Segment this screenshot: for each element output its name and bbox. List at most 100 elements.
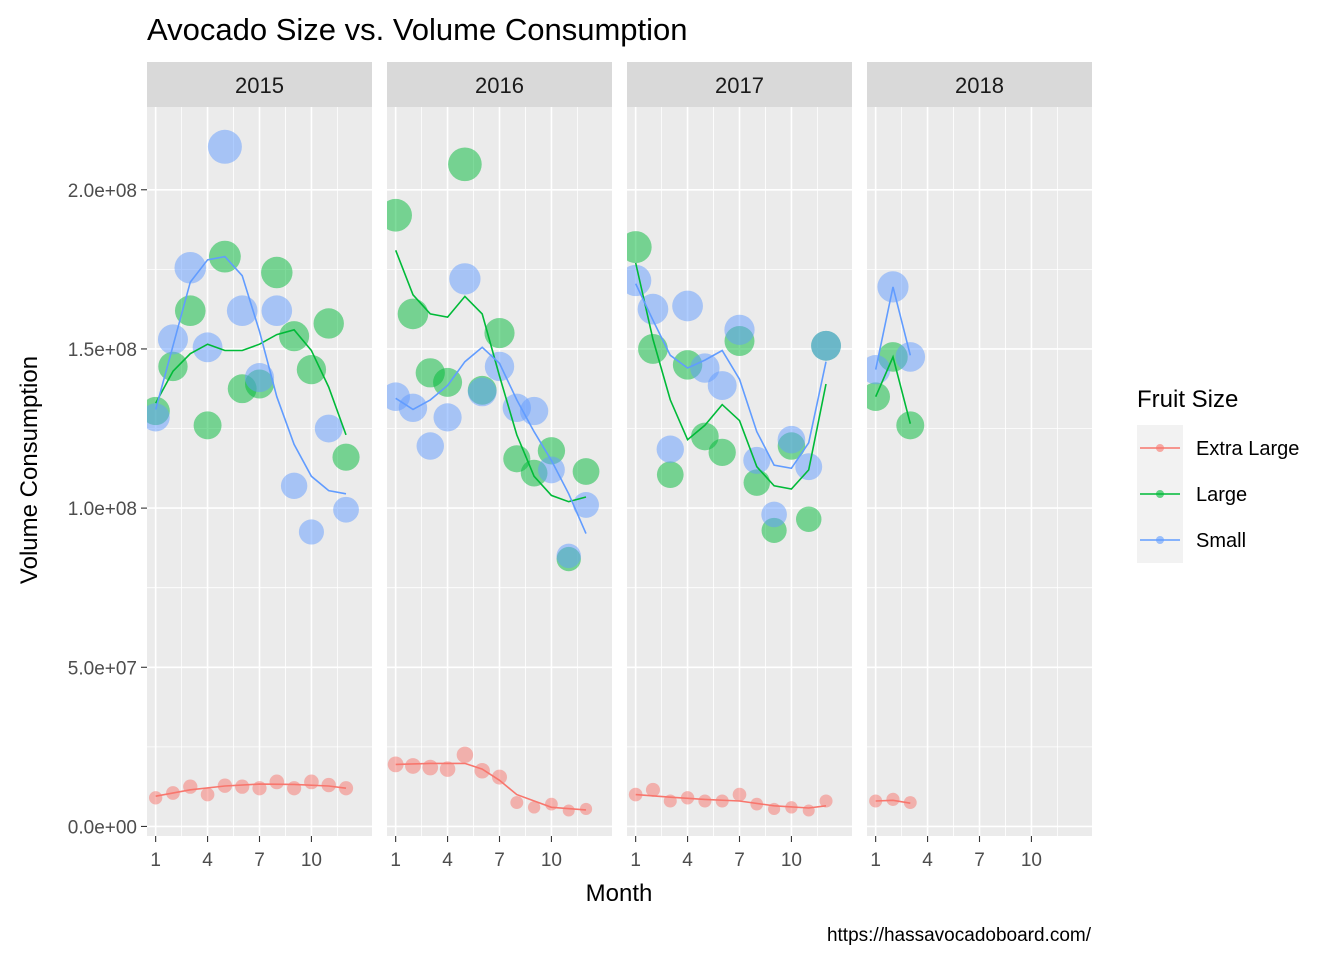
x-tick-label: 10	[541, 850, 562, 871]
data-point-extra-large	[698, 794, 712, 808]
data-point-small	[244, 363, 275, 393]
x-tick-label: 7	[254, 850, 265, 871]
data-point-extra-large	[562, 804, 575, 817]
panel-marks	[867, 271, 926, 810]
data-point-small	[724, 314, 755, 345]
facet-panels: 2015 2016 2017 2018	[147, 62, 1092, 836]
legend-key-point	[1156, 536, 1164, 544]
legend-key-point	[1156, 444, 1164, 452]
data-point-extra-large	[321, 777, 336, 793]
data-point-extra-large	[422, 759, 439, 776]
x-tick-label: 1	[870, 850, 881, 871]
data-point-small	[743, 446, 771, 474]
data-point-extra-large	[869, 794, 883, 808]
data-point-small	[895, 342, 926, 372]
x-tick-label: 10	[1021, 850, 1042, 871]
y-tick-label: 1.0e+08	[68, 499, 137, 520]
data-point-small	[467, 377, 497, 407]
y-tick-label: 2.0e+08	[68, 181, 137, 202]
x-tick-label: 1	[150, 850, 161, 871]
smooth-line-small	[154, 255, 347, 495]
data-point-small	[519, 396, 549, 426]
data-point-extra-large	[886, 792, 900, 806]
data-point-extra-large	[628, 787, 643, 802]
data-point-small	[761, 501, 787, 528]
data-point-small	[416, 432, 444, 460]
y-tick-label: 0.0e+00	[68, 817, 137, 838]
smooth-line-large	[154, 328, 347, 436]
data-point-large	[261, 256, 293, 289]
panel-marks	[387, 147, 600, 817]
data-point-extra-large	[235, 779, 250, 794]
x-tick-label: 4	[922, 850, 933, 871]
data-point-small	[707, 371, 737, 401]
data-point-extra-large	[474, 763, 490, 779]
data-point-small	[398, 393, 428, 423]
data-point-small	[207, 129, 242, 164]
smooth-line-large	[874, 354, 912, 424]
x-axis-title: Month	[586, 880, 653, 907]
data-point-large	[158, 351, 188, 382]
data-point-small	[777, 425, 806, 454]
data-point-extra-large	[802, 804, 815, 817]
data-point-large	[174, 295, 206, 327]
data-point-extra-large	[510, 796, 524, 810]
data-point-large	[313, 308, 344, 339]
legend-item-large: Large	[1137, 471, 1247, 517]
data-point-extra-large	[545, 797, 558, 811]
smooth-line-extra-large	[395, 762, 587, 811]
data-point-small	[656, 435, 684, 463]
smooth-line-extra-large	[635, 793, 827, 809]
data-point-small	[147, 403, 170, 432]
y-tick-label: 1.5e+08	[68, 340, 137, 361]
x-axis: 1 4 7 10 1 4 7 10 1 4 7 10 1 4 7 10	[150, 836, 1042, 871]
smooth-line-large	[634, 262, 827, 490]
data-point-large	[896, 411, 925, 440]
data-point-extra-large	[645, 782, 660, 797]
facet-strip	[387, 62, 612, 107]
x-tick-label: 7	[734, 850, 745, 871]
legend-label: Small	[1196, 530, 1246, 552]
data-point-small	[280, 472, 308, 500]
facet-panel-2015: 2015	[147, 62, 372, 836]
data-point-large	[387, 198, 412, 232]
data-point-large	[656, 461, 684, 489]
data-point-extra-large	[338, 781, 354, 796]
smooth-line-extra-large	[875, 799, 911, 804]
caption: https://hassavocadoboard.com/	[827, 925, 1092, 946]
data-point-large	[867, 382, 890, 412]
data-point-large	[795, 506, 822, 532]
data-point-small	[449, 263, 481, 295]
legend-label: Extra Large	[1196, 438, 1299, 460]
data-point-extra-large	[287, 781, 302, 796]
data-point-extra-large	[527, 801, 541, 814]
data-point-large	[572, 458, 600, 485]
y-axis-title: Volume Consumption	[16, 356, 43, 584]
x-tick-label: 10	[301, 850, 322, 871]
data-point-extra-large	[439, 761, 456, 777]
x-tick-label: 1	[390, 850, 401, 871]
facet-strip-label: 2016	[475, 73, 524, 98]
smooth-line-extra-large	[155, 783, 347, 797]
legend-key-point	[1156, 490, 1164, 498]
data-point-small	[174, 251, 207, 284]
data-point-extra-large	[405, 758, 421, 774]
x-tick-label: 10	[781, 850, 802, 871]
data-point-large	[484, 317, 515, 349]
legend-item-extra-large: Extra Large	[1137, 425, 1299, 471]
facet-panel-2018: 2018	[867, 62, 1092, 836]
data-point-small	[192, 332, 223, 363]
x-tick-label: 7	[974, 850, 985, 871]
panel-marks	[147, 129, 360, 805]
chart-title: Avocado Size vs. Volume Consumption	[147, 12, 688, 47]
data-point-small	[637, 293, 669, 325]
facet-strip	[147, 62, 372, 107]
y-tick-label: 5.0e+07	[68, 658, 137, 679]
legend: Fruit Size Extra Large Large Small	[1137, 386, 1299, 563]
data-point-small	[298, 519, 324, 545]
data-point-extra-large	[819, 794, 833, 808]
data-point-extra-large	[491, 769, 508, 785]
data-point-large	[448, 147, 482, 182]
data-point-large	[332, 443, 360, 471]
